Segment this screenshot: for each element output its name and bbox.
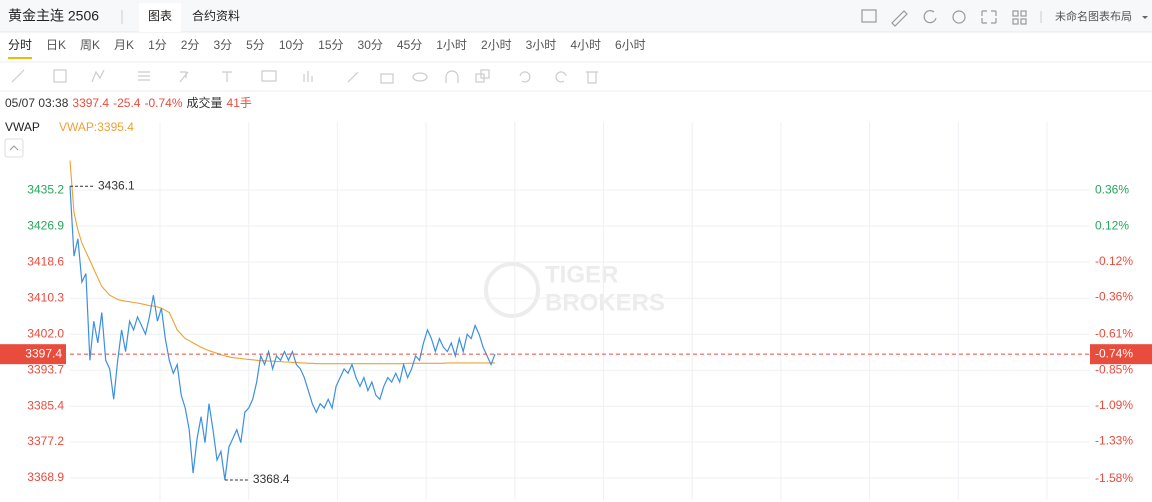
last-pct-label: -0.74%	[1095, 346, 1133, 360]
period-tab[interactable]: 30分	[358, 38, 383, 52]
period-tab[interactable]: 月K	[114, 38, 134, 52]
icon[interactable]	[1020, 18, 1027, 25]
last-price-label: 3397.4	[25, 346, 62, 360]
y-tick-label: 3385.4	[27, 398, 64, 412]
active-underline	[8, 57, 32, 59]
quote-field: 05/07 03:38	[5, 96, 69, 110]
quote-field: -25.4	[113, 96, 141, 110]
quote-field: -0.74%	[144, 96, 182, 110]
icon[interactable]	[91, 69, 105, 83]
icon[interactable]	[222, 71, 232, 82]
period-tab[interactable]: 2小时	[481, 38, 512, 52]
indicator-value: VWAP:3395.4	[59, 120, 134, 134]
icon[interactable]	[1012, 10, 1019, 17]
y2-tick-label: -0.61%	[1095, 327, 1133, 341]
icon[interactable]	[412, 72, 428, 82]
collapse-button[interactable]	[4, 138, 24, 158]
icon[interactable]	[861, 9, 877, 23]
last-price-tag	[0, 344, 66, 365]
y-tick-label: 3377.2	[27, 434, 64, 448]
icon[interactable]	[1020, 10, 1027, 17]
y2-tick-label: -1.09%	[1095, 398, 1133, 412]
icon[interactable]	[1012, 18, 1019, 25]
y2-tick-label: 0.36%	[1095, 183, 1129, 197]
symbol: 黄金主连 2506	[8, 8, 99, 24]
icon[interactable]	[923, 10, 937, 24]
quote-field: 41手	[227, 96, 252, 110]
icon[interactable]	[891, 10, 908, 27]
collapse-icon	[9, 145, 19, 151]
extreme-label: 3368.4	[253, 472, 290, 486]
top-bar	[0, 0, 1152, 32]
watermark-text: TIGER	[545, 261, 618, 288]
icon[interactable]	[347, 71, 359, 83]
toolbar-icons	[861, 9, 1027, 27]
period-tab[interactable]: 10分	[279, 38, 304, 52]
period-tab[interactable]: 3小时	[526, 38, 557, 52]
watermark: TIGER BROKERS	[484, 261, 665, 318]
y2-tick-label: -0.12%	[1095, 254, 1133, 268]
y2-tick-label: 0.12%	[1095, 218, 1129, 232]
y-tick-label: 3435.2	[27, 182, 64, 196]
icon[interactable]	[11, 69, 25, 83]
y-tick-label: 3418.6	[27, 254, 64, 268]
y2-tick-label: -0.36%	[1095, 290, 1133, 304]
period-tab[interactable]: 周K	[80, 38, 100, 52]
y-tick-label: 3368.9	[27, 470, 64, 484]
icon[interactable]	[519, 71, 531, 83]
icon[interactable]	[952, 10, 966, 24]
watermark-text: BROKERS	[545, 289, 665, 316]
period-tab[interactable]: 1小时	[436, 38, 467, 52]
icon[interactable]	[555, 71, 567, 83]
tab[interactable]: 合约资料	[192, 8, 240, 23]
extreme-label: 3436.1	[98, 178, 135, 192]
icon[interactable]	[981, 10, 997, 24]
period-tab[interactable]: 45分	[397, 38, 422, 52]
y-tick-label: 3410.3	[27, 290, 64, 304]
drawing-tools	[11, 69, 598, 84]
price-line	[69, 186, 496, 481]
icon[interactable]	[480, 69, 490, 79]
y2-tick-label: -0.85%	[1095, 362, 1133, 376]
icon[interactable]	[586, 71, 598, 84]
period-tab[interactable]: 15分	[318, 38, 343, 52]
y-tick-label: 3402.0	[27, 326, 64, 340]
icon[interactable]	[445, 70, 459, 83]
last-pct-tag	[1090, 344, 1152, 365]
tab-active-bg	[139, 3, 181, 32]
icon[interactable]	[138, 71, 150, 81]
period-tab[interactable]: 3分	[213, 38, 232, 52]
vwap-line	[69, 160, 495, 365]
period-tab[interactable]: 5分	[246, 38, 265, 52]
y2-tick-label: -1.33%	[1095, 434, 1133, 448]
quote-field: 成交量	[187, 95, 223, 110]
layout-name[interactable]: 未命名图表布局	[1055, 9, 1132, 23]
period-tab[interactable]: 2分	[181, 38, 200, 52]
quote-line: 05/07 03:38 3397.4 -25.4 -0.74% 成交量 41手	[5, 95, 252, 110]
period-tab[interactable]: 6小时	[615, 38, 646, 52]
period-tab[interactable]: 分时	[8, 38, 32, 52]
quote-field: 3397.4	[72, 96, 109, 110]
y-tick-label: 3426.9	[27, 218, 64, 232]
icon[interactable]	[261, 70, 277, 82]
y2-tick-label: -1.58%	[1095, 471, 1133, 485]
plot: 3435.2 3426.9 3418.6 3410.3 3402.0 3393.7 3385…	[0, 122, 1152, 500]
icon[interactable]	[179, 71, 189, 83]
period-tab[interactable]: 日K	[46, 38, 66, 52]
watermark-logo	[484, 262, 540, 318]
y-tick-label: 3393.7	[27, 362, 64, 376]
icon[interactable]	[303, 71, 313, 82]
icon[interactable]	[380, 73, 394, 84]
icon[interactable]	[53, 69, 67, 83]
dropdown-icon	[1142, 16, 1148, 19]
tab[interactable]: 图表	[148, 9, 172, 23]
period-tab[interactable]: 4小时	[570, 38, 601, 52]
indicator-name: VWAP	[5, 120, 40, 134]
period-bar: 分时 日K 周K 月K 1分 2分 3分 5分 10分 15分 30分 45分 1小时 2小时 3小时 4小时…	[8, 38, 646, 52]
period-tab[interactable]: 1分	[148, 38, 167, 52]
